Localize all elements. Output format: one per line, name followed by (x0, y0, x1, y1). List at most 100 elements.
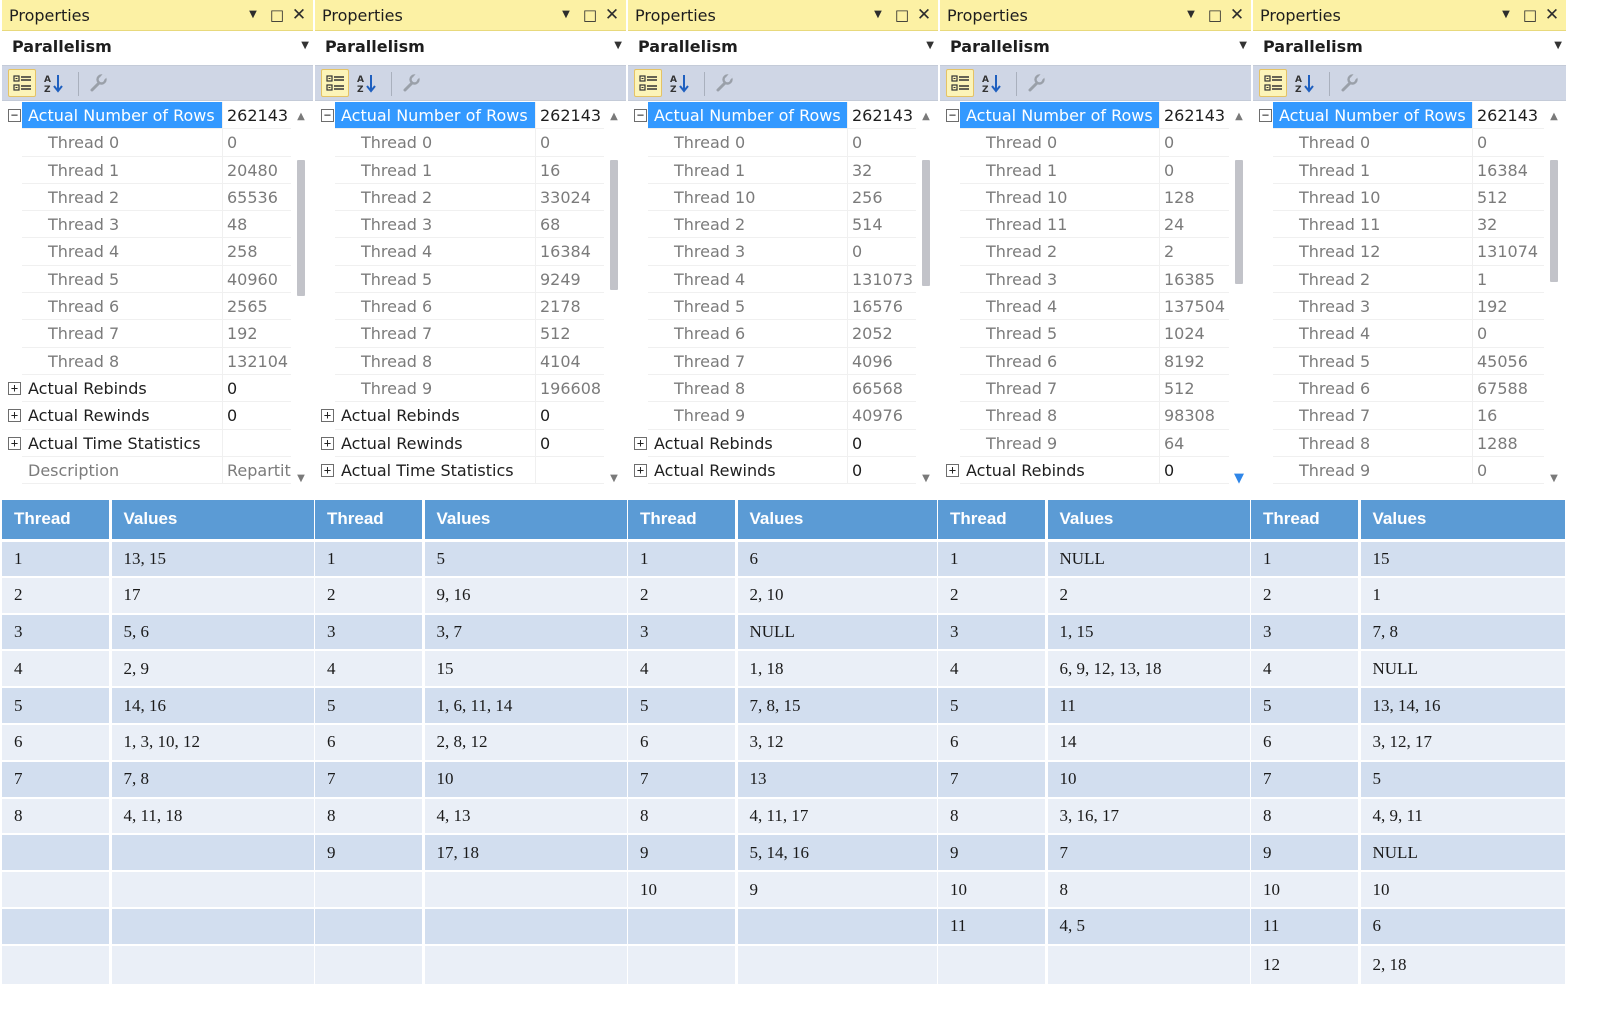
scroll-down-icon[interactable]: ▼ (610, 473, 618, 484)
property-row[interactable]: Thread 11 24 (940, 211, 1229, 239)
scroll-up-icon[interactable]: ▲ (1550, 111, 1558, 122)
wrench-icon[interactable] (397, 69, 425, 97)
property-row[interactable]: Thread 4 131073 (628, 265, 916, 294)
property-row[interactable]: Thread 9 196608 (315, 374, 604, 403)
object-selector[interactable]: Parallelism ▼ (2, 31, 313, 65)
minus-box-icon[interactable]: − (321, 109, 334, 122)
property-row[interactable]: − Actual Number of Rows 262143 (1253, 102, 1544, 130)
property-row[interactable]: Thread 3 192 (1253, 293, 1544, 321)
chevron-down-icon[interactable]: ▼ (1502, 9, 1510, 20)
scroll-up-icon[interactable]: ▲ (922, 111, 930, 122)
chevron-down-icon[interactable]: ▼ (614, 40, 622, 51)
vertical-scrollbar[interactable]: ▲ ▼ (1544, 102, 1564, 488)
chevron-down-icon[interactable]: ▼ (1239, 40, 1247, 51)
property-row[interactable]: Thread 2 33024 (315, 183, 604, 212)
property-row[interactable]: Thread 6 8192 (940, 347, 1229, 375)
close-icon[interactable]: ✕ (291, 5, 307, 25)
property-row[interactable]: + Actual Rewinds 0 (315, 429, 604, 457)
property-row[interactable]: Thread 3 68 (315, 211, 604, 239)
scroll-down-icon[interactable]: ▼ (922, 473, 930, 484)
scrollbar-thumb[interactable] (922, 160, 930, 286)
chevron-down-icon[interactable]: ▼ (1554, 40, 1562, 51)
categorized-icon[interactable] (634, 69, 662, 97)
property-row[interactable]: Thread 8 132104 (2, 347, 291, 375)
property-row[interactable]: Thread 4 16384 (315, 238, 604, 266)
plus-box-icon[interactable]: + (946, 463, 959, 477)
wrench-icon[interactable] (1022, 69, 1050, 97)
property-row[interactable]: Thread 4 258 (2, 238, 291, 266)
scrollbar-thumb[interactable] (1550, 160, 1558, 282)
maximize-icon[interactable]: □ (1207, 6, 1223, 24)
property-row[interactable]: Thread 4 137504 (940, 293, 1229, 321)
property-row[interactable]: Thread 5 9249 (315, 265, 604, 294)
plus-box-icon[interactable]: + (634, 463, 647, 477)
property-row[interactable]: + Actual Time Statistics (315, 456, 604, 485)
chevron-down-icon[interactable]: ▼ (249, 9, 257, 20)
minus-box-icon[interactable]: − (946, 109, 959, 122)
plus-box-icon[interactable]: + (8, 409, 21, 423)
chevron-down-icon[interactable]: ▼ (301, 40, 309, 51)
chevron-down-icon[interactable]: ▼ (926, 40, 934, 51)
categorized-icon[interactable] (1259, 69, 1287, 97)
chevron-down-icon[interactable]: ▼ (1187, 9, 1195, 20)
property-row[interactable]: Thread 3 48 (2, 211, 291, 239)
minus-box-icon[interactable]: − (634, 109, 647, 122)
property-row[interactable]: Thread 11 32 (1253, 211, 1544, 239)
plus-box-icon[interactable]: + (321, 409, 334, 423)
wrench-icon[interactable] (1335, 69, 1363, 97)
property-row[interactable]: Thread 10 256 (628, 183, 916, 212)
close-icon[interactable]: ✕ (604, 5, 620, 25)
property-row[interactable]: Description Repartiti (2, 456, 291, 485)
property-row[interactable]: + Actual Rebinds 0 (2, 374, 291, 403)
property-row[interactable]: Thread 2 65536 (2, 183, 291, 212)
vertical-scrollbar[interactable]: ▲ ▼ (1229, 102, 1249, 488)
close-icon[interactable]: ✕ (1544, 5, 1560, 25)
close-icon[interactable]: ✕ (1229, 5, 1245, 25)
chevron-down-icon[interactable]: ▼ (562, 9, 570, 20)
plus-box-icon[interactable]: + (634, 436, 647, 450)
property-row[interactable]: Thread 9 64 (940, 429, 1229, 457)
minus-box-icon[interactable]: − (1259, 109, 1272, 122)
property-row[interactable]: Thread 1 20480 (2, 156, 291, 184)
wrench-icon[interactable] (84, 69, 112, 97)
property-row[interactable]: Thread 7 512 (315, 320, 604, 348)
property-row[interactable]: Thread 12 131074 (1253, 238, 1544, 266)
object-selector[interactable]: Parallelism ▼ (315, 31, 626, 65)
property-row[interactable]: Thread 8 4104 (315, 347, 604, 375)
vertical-scrollbar[interactable]: ▲ ▼ (916, 102, 936, 488)
property-row[interactable]: Thread 3 16385 (940, 265, 1229, 294)
plus-box-icon[interactable]: + (321, 436, 334, 450)
scrollbar-thumb[interactable] (297, 160, 305, 296)
maximize-icon[interactable]: □ (894, 6, 910, 24)
property-row[interactable]: Thread 5 1024 (940, 320, 1229, 348)
property-row[interactable]: Thread 1 32 (628, 156, 916, 184)
object-selector[interactable]: Parallelism ▼ (1253, 31, 1566, 65)
property-row[interactable]: − Actual Number of Rows 262143 (315, 102, 604, 130)
scroll-down-icon[interactable]: ▼ (1234, 471, 1244, 486)
plus-box-icon[interactable]: + (321, 463, 334, 477)
property-row[interactable]: Thread 8 1288 (1253, 429, 1544, 457)
property-row[interactable]: Thread 7 4096 (628, 347, 916, 375)
property-row[interactable]: Thread 7 192 (2, 320, 291, 348)
maximize-icon[interactable]: □ (1522, 6, 1538, 24)
scroll-up-icon[interactable]: ▲ (297, 111, 305, 122)
vertical-scrollbar[interactable]: ▲ ▼ (604, 102, 624, 488)
scroll-up-icon[interactable]: ▲ (1235, 111, 1243, 122)
wrench-icon[interactable] (710, 69, 738, 97)
maximize-icon[interactable]: □ (582, 6, 598, 24)
property-row[interactable]: Thread 5 45056 (1253, 347, 1544, 375)
